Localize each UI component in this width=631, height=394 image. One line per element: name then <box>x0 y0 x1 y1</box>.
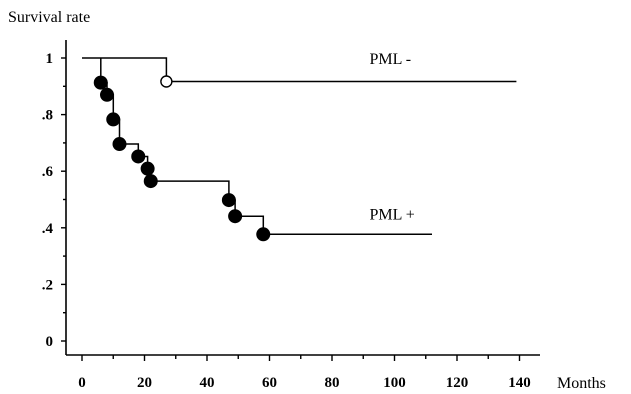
y-tick-label: 1 <box>46 51 54 67</box>
pml-positive-event-marker <box>256 227 271 242</box>
pml-positive-event-marker <box>221 193 236 208</box>
y-tick-label: .6 <box>42 164 54 180</box>
pml-negative-censor-marker <box>160 75 173 88</box>
y-axis-title: Survival rate <box>8 9 90 26</box>
y-tick-label: .8 <box>42 108 53 124</box>
y-tick-label: .2 <box>42 277 53 293</box>
x-tick-label: 100 <box>383 375 406 391</box>
pml-negative-series-label: PML - <box>370 51 412 68</box>
pml-positive-event-marker <box>100 87 114 102</box>
x-tick-label: 40 <box>200 375 215 391</box>
plot-area: PML - PML + <box>82 51 517 242</box>
x-axis-title: Months <box>557 375 606 392</box>
x-tick-label: 20 <box>137 375 152 391</box>
pml-positive-event-marker <box>131 149 146 164</box>
pml-positive-event-marker <box>112 137 127 152</box>
axes: 0 .2 .4 .6 .8 1 0 20 40 60 80 100 120 140 <box>42 40 540 391</box>
y-tick-label: 0 <box>46 334 54 350</box>
pml-positive-event-marker <box>106 112 121 127</box>
x-tick-label: 120 <box>446 375 469 391</box>
pml-positive-event-marker <box>93 75 108 90</box>
pml-negative-curve <box>82 57 517 83</box>
pml-positive-series-label: PML + <box>370 207 415 224</box>
x-tick-label: 60 <box>262 375 277 391</box>
y-tick-label: .4 <box>42 221 54 237</box>
pml-positive-event-marker <box>140 161 155 176</box>
pml-positive-event-marker <box>143 174 158 189</box>
x-tick-label: 0 <box>78 375 86 391</box>
pml-positive-event-marker <box>228 209 243 224</box>
x-tick-label: 80 <box>325 375 340 391</box>
x-tick-label: 140 <box>508 375 531 391</box>
